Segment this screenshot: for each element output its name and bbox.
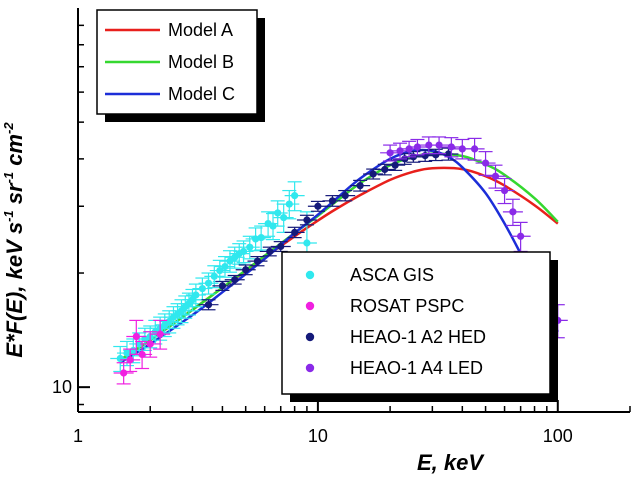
legend-marker-rosat-pspc [305,301,315,311]
data-point [123,349,131,357]
data-point [303,239,311,247]
legend-label-model-a: Model A [168,20,233,40]
legend-marker-heao-a4-led [305,363,315,373]
series-asca-gis [110,181,317,373]
y-axis-title-tail: cm [2,134,27,172]
data-point [303,216,311,224]
legend-label-rosat-pspc: ROSAT PSPC [350,296,464,316]
y-tick-label: 10 [52,377,72,397]
data-point [458,145,466,153]
data-point [242,266,250,274]
data-point [266,247,274,256]
data-point [126,356,134,364]
x-axis-title: E, keV [417,450,485,475]
data-point [135,340,143,348]
data-point [257,234,265,242]
data-point [198,284,206,293]
data-point [218,282,227,290]
data-point [491,172,500,180]
data-point [285,200,293,208]
legend-label-asca-gis: ASCA GIS [350,265,434,285]
data-point [204,301,213,309]
data-point [413,143,422,151]
data-point [221,262,229,271]
data-point [328,197,337,205]
data-point [444,150,453,158]
data-point [192,291,200,299]
y-axis-title-exp1: -1 [1,210,16,222]
data-point [517,232,525,240]
data-point [391,161,399,169]
legend-label-model-c: Model C [168,84,235,104]
data-point [210,272,218,280]
y-axis-title-exp3: -2 [1,122,16,134]
data-point [509,208,517,216]
series-rosat-pspc [113,319,171,385]
legend-marker-heao-a2-hed [305,332,315,342]
data-point [274,209,282,217]
axes: 1 10 100 10 [52,8,630,446]
data-point [253,257,262,265]
data-point [500,186,509,195]
data-point [481,159,490,167]
data-point [146,340,154,348]
x-tick-label: 10 [308,426,328,446]
data-point [138,350,146,359]
legend-label-model-b: Model B [168,52,234,72]
data-point [341,192,349,200]
data-point [314,202,322,210]
y-axis-title-mid: sr [2,182,27,210]
data-point [381,165,389,174]
legend-label-heao-a2-hed: HEAO-1 A2 HED [350,327,486,347]
data-point [291,228,299,236]
data-legend-box [281,251,551,395]
x-tick-label: 100 [543,426,573,446]
model-legend: Model A Model B Model C [96,9,265,122]
data-point [216,266,224,275]
y-axis-title-main: E*F(E), keV s [2,222,27,358]
legend-marker-asca-gis [305,270,315,280]
data-point [425,141,433,149]
data-point [432,151,440,159]
data-point [156,330,164,338]
data-point [280,214,288,222]
data-point [231,276,239,284]
data-point [204,279,213,287]
data-point [246,243,254,251]
legend-label-heao-a4-led: HEAO-1 A4 LED [350,358,483,378]
x-tick-label: 1 [73,426,83,446]
data-legend: ASCA GIS ROSAT PSPC HEAO-1 A2 HED HEAO-1 A4… [281,251,558,402]
data-point [356,182,364,190]
data-point [369,170,377,178]
y-axis-title-exp2: -1 [1,172,16,184]
data-point [435,141,443,149]
data-point [141,335,149,343]
data-point [239,247,248,256]
data-point [120,369,128,377]
data-point [116,354,124,363]
data-point [132,332,140,341]
y-axis-title: E*F(E), keV s-1 sr-1 cm-2 [1,122,27,358]
data-point [470,145,479,153]
data-points [110,136,568,385]
data-point [291,192,299,200]
data-point [277,242,285,251]
